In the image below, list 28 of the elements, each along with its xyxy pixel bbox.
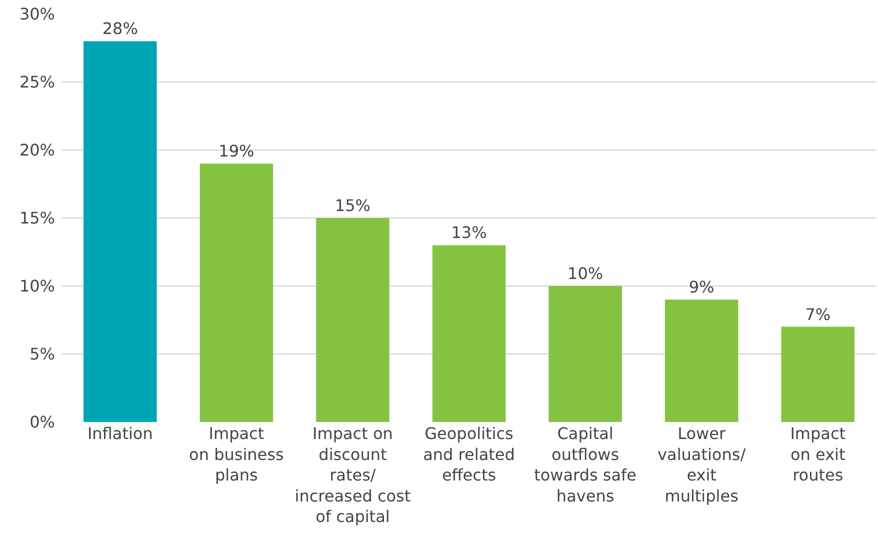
bar <box>200 164 274 422</box>
y-tick-label: 20% <box>19 140 55 160</box>
bar <box>781 326 854 422</box>
x-tick-label: Impact on business plans <box>189 424 284 485</box>
bar <box>316 218 390 422</box>
data-label: 13% <box>451 223 487 242</box>
x-tick-label: Impact on exit routes <box>790 424 846 485</box>
bar <box>548 286 622 422</box>
y-tick-label: 10% <box>19 276 55 296</box>
x-tick-label: Capital outflows towards safe havens <box>534 424 637 506</box>
y-tick-label: 15% <box>19 208 55 228</box>
bar <box>664 300 738 422</box>
y-tick-label: 25% <box>19 72 55 92</box>
bar <box>84 41 157 422</box>
data-label: 28% <box>102 19 138 38</box>
x-tick-label: Geopolitics and related effects <box>423 424 515 485</box>
data-label: 10% <box>568 264 604 283</box>
x-tick-label: Inflation <box>87 424 153 443</box>
y-tick-label: 0% <box>30 412 55 432</box>
data-label: 19% <box>218 142 254 161</box>
x-tick-label: Impact on discount rates/ increased cost of capital <box>294 424 411 526</box>
x-tick-label: Lower valuations/ exit multiples <box>658 424 746 506</box>
data-label: 9% <box>688 278 714 297</box>
bar <box>432 245 506 422</box>
y-tick-label: 5% <box>30 344 55 364</box>
y-tick-label: 30% <box>19 4 55 24</box>
data-label: 15% <box>334 196 370 215</box>
data-label: 7% <box>805 304 831 324</box>
